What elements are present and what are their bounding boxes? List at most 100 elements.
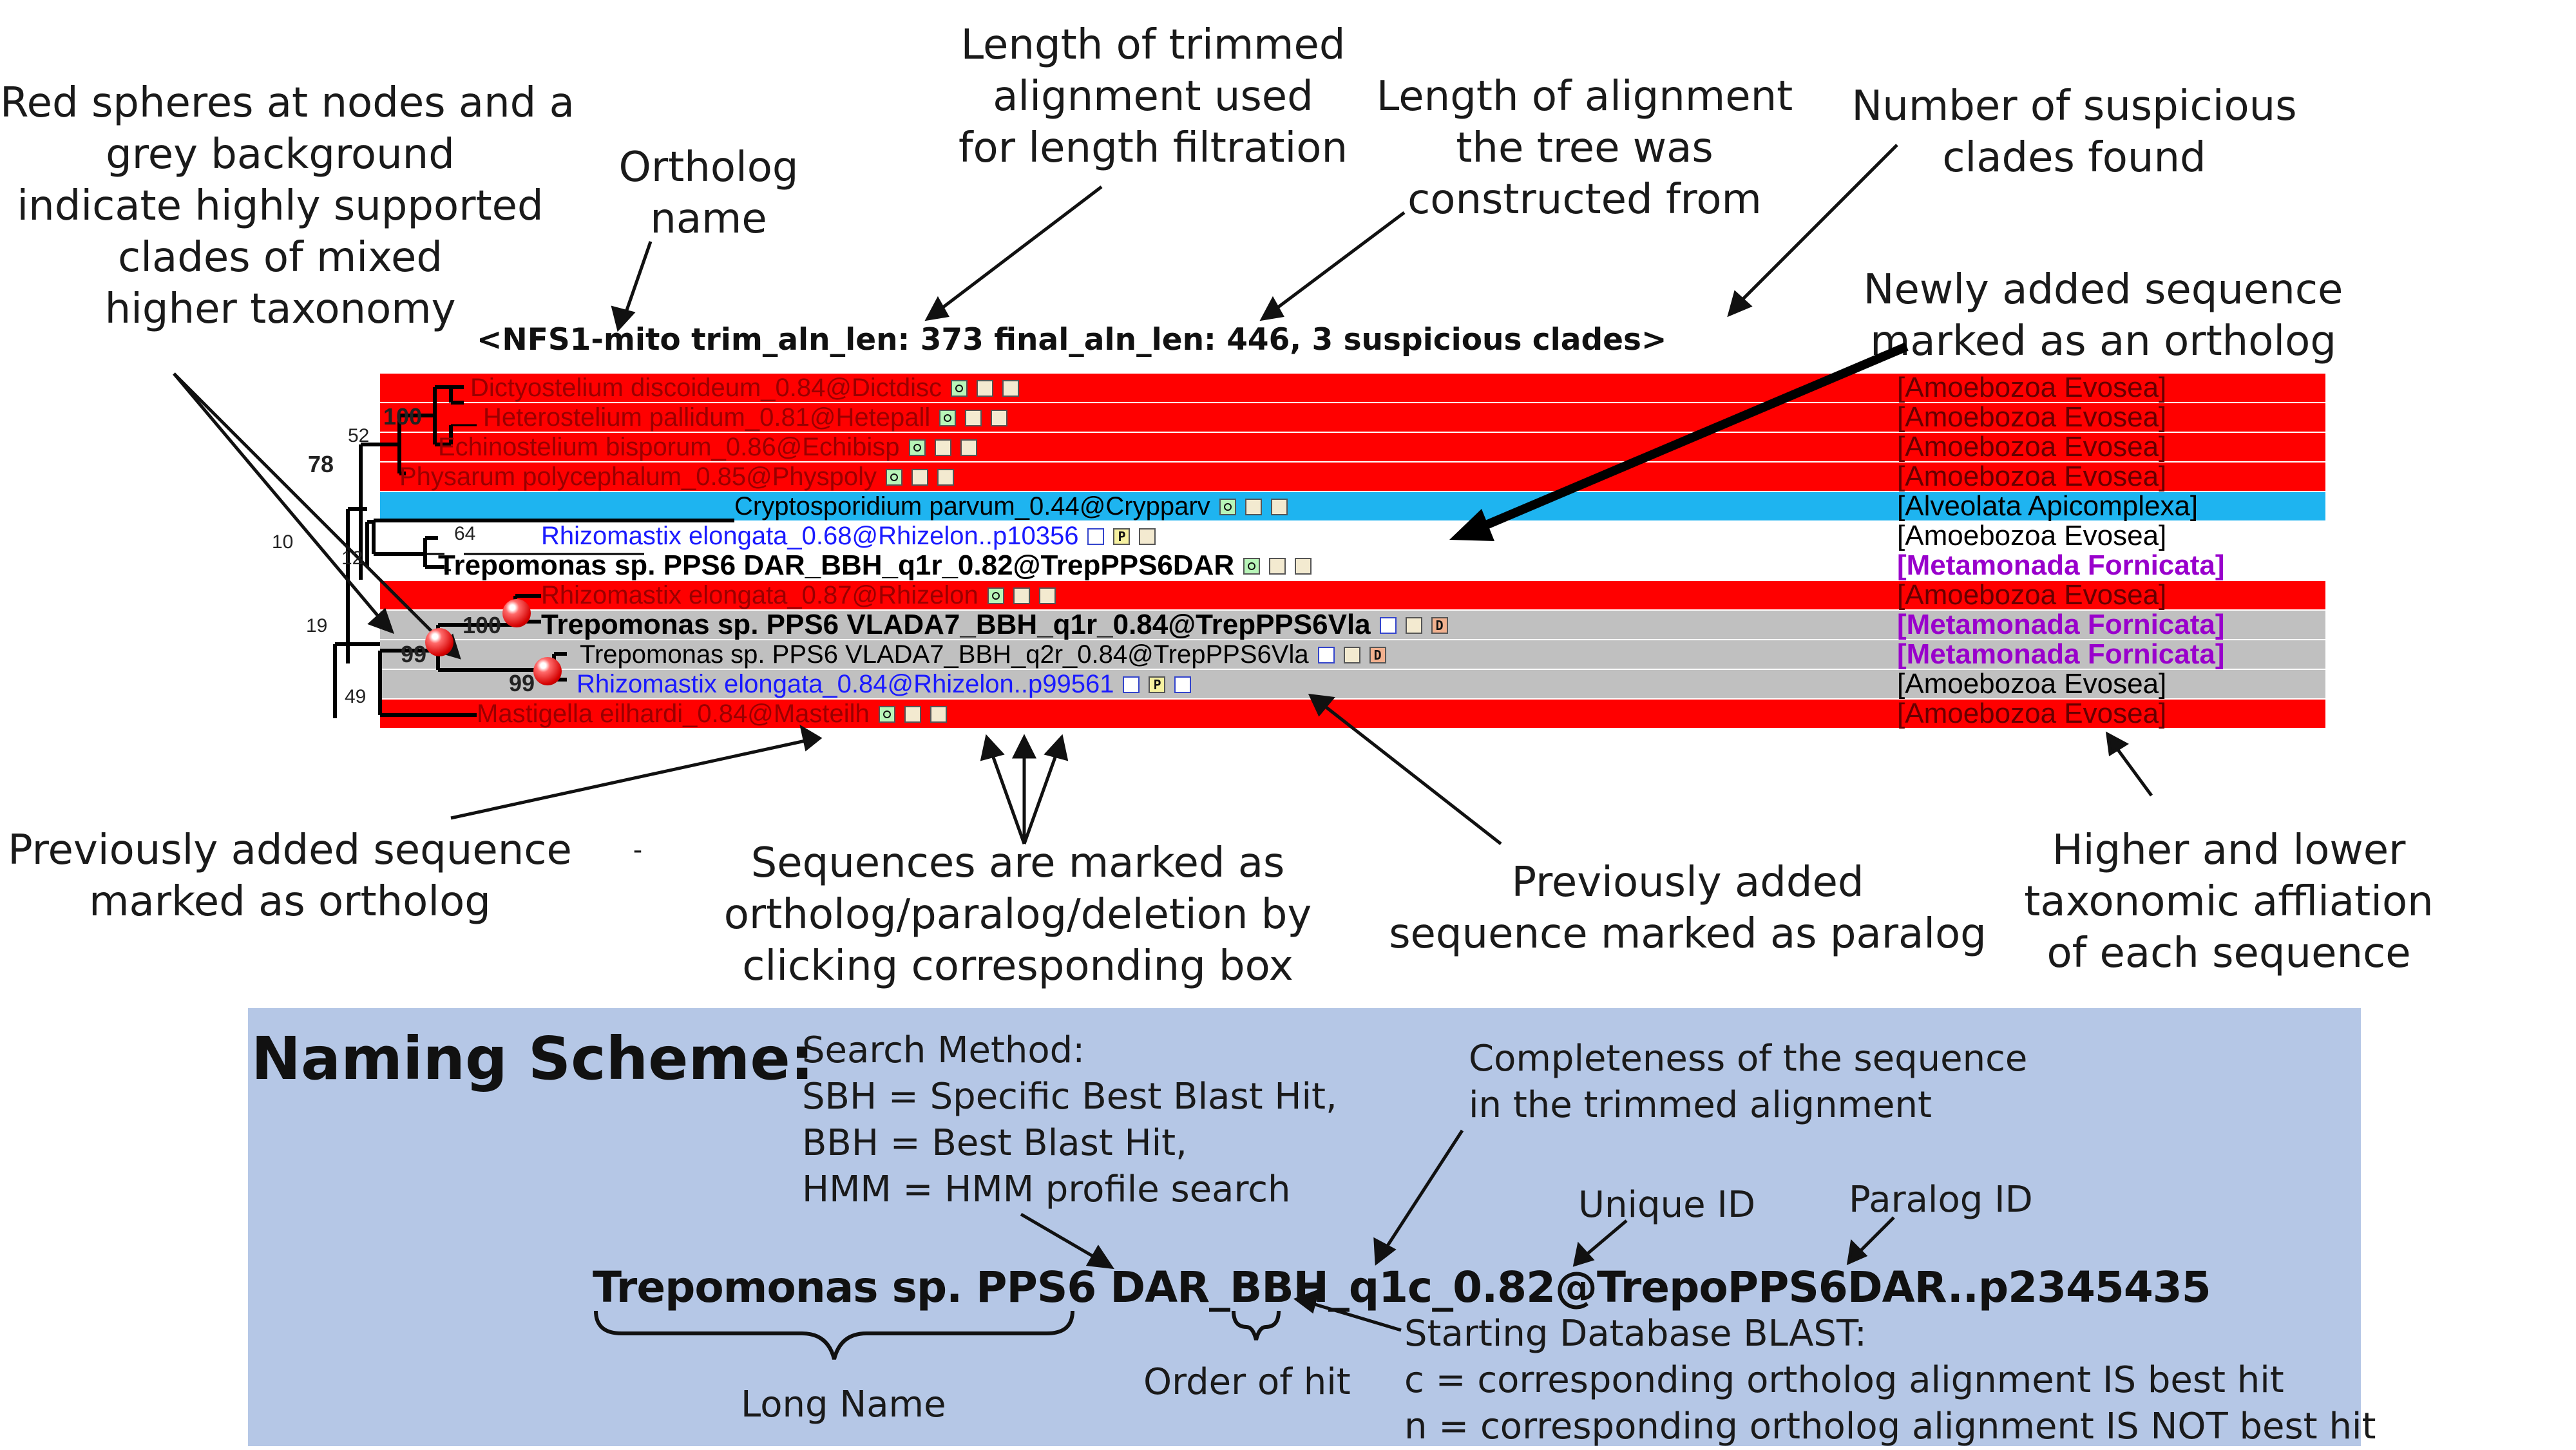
starting-db-line: c = corresponding ortholog alignment IS … (1404, 1359, 2284, 1401)
annotation-line: Ortholog (618, 144, 799, 191)
taxonomy-label: [Amoebozoa Evosea] (1897, 579, 2167, 611)
paralog-box[interactable] (1405, 617, 1422, 634)
annotation-ortholog-name: Ortholog name (580, 142, 837, 245)
taxonomy-label: [Amoebozoa Evosea] (1897, 431, 2167, 463)
sequence-name[interactable]: Mastigella eilhardi_0.84@Masteilh (477, 700, 870, 728)
row-band (380, 551, 2325, 580)
paralog-id-label: Paralog ID (1849, 1179, 2033, 1221)
deletion-box[interactable] (1002, 380, 1019, 397)
taxonomy-label: [Amoebozoa Evosea] (1897, 698, 2167, 729)
deletion-box[interactable] (930, 706, 947, 723)
row-band (380, 670, 2325, 698)
annotation-line: Newly added sequence (1863, 266, 2343, 314)
taxonomy-label: [Amoebozoa Evosea] (1897, 372, 2167, 403)
ortholog-box[interactable] (908, 439, 926, 456)
ortholog-box[interactable] (1379, 617, 1397, 634)
ortholog-box[interactable] (1317, 647, 1335, 663)
ortholog-box[interactable] (951, 380, 968, 397)
ortholog-box[interactable] (1219, 499, 1236, 515)
annotation-red-spheres: Red spheres at nodes and a grey backgrou… (0, 77, 575, 335)
annotation-line: constructed from (1407, 176, 1762, 224)
deletion-box[interactable] (991, 410, 1008, 426)
taxonomy-label: [Amoebozoa Evosea] (1897, 461, 2167, 492)
paralog-box[interactable]: P (1149, 676, 1166, 693)
row-band (380, 611, 2325, 639)
sequence-name[interactable]: Cryptosporidium parvum_0.44@Crypparv (734, 492, 1210, 520)
naming-arrows (594, 1129, 1895, 1360)
ortholog-box[interactable] (1087, 528, 1105, 545)
annotation-line: Length of trimmed (960, 21, 1346, 69)
sequence-name[interactable]: Heterostelium pallidum_0.81@Hetepall (483, 403, 931, 432)
ortholog-box[interactable] (886, 469, 902, 486)
deletion-box[interactable] (960, 439, 977, 456)
starting-db-line: n = corresponding ortholog alignment IS … (1404, 1406, 2376, 1447)
deletion-box[interactable] (1270, 499, 1288, 515)
bootstrap-label: 78 (308, 451, 334, 477)
ortholog-box[interactable] (878, 706, 895, 723)
paralog-box[interactable] (1013, 587, 1030, 604)
deletion-box[interactable] (1174, 676, 1192, 693)
bootstrap-label: 49 (345, 686, 367, 707)
ortholog-box[interactable] (1243, 558, 1261, 575)
paralog-box[interactable] (977, 380, 993, 397)
sequence-name[interactable]: Physarum polycephalum_0.85@Physpoly (399, 463, 877, 491)
taxonomy-label: [Alveolata Apicomplexa] (1897, 490, 2199, 522)
order-of-hit-label: Order of hit (1143, 1361, 1351, 1403)
deletion-box[interactable] (1038, 587, 1056, 604)
row-band (380, 403, 2325, 432)
bootstrap-label: 99 (509, 670, 535, 696)
deletion-box[interactable] (1295, 558, 1312, 575)
sequence-name[interactable]: Rhizomastix elongata_0.87@Rhizelon (541, 581, 978, 609)
annotation-suspicious-clades: Number of suspicious clades found (1849, 81, 2300, 184)
search-method-line: Search Method: (802, 1029, 1085, 1071)
paralog-box[interactable] (904, 706, 921, 723)
deletion-box[interactable] (937, 469, 954, 486)
paralog-box[interactable] (965, 410, 982, 426)
ortholog-box[interactable] (939, 410, 957, 426)
annotation-line: marked as ortholog (89, 878, 491, 926)
deletion-box[interactable]: D (1369, 647, 1386, 663)
annotation-line: alignment used (993, 73, 1313, 120)
row-band (380, 581, 2325, 609)
sequence-name[interactable]: Rhizomastix elongata_0.84@Rhizelon..p995… (577, 670, 1114, 698)
sequence-name[interactable]: Trepomonas sp. PPS6 VLADA7_BBH_q2r_0.84@… (580, 640, 1309, 669)
support-sphere-3 (533, 657, 562, 685)
sequence-name[interactable]: Echinostelium bisporum_0.86@Echibisp (438, 433, 900, 461)
annotation-previous-ortholog: Previously added sequence marked as orth… (0, 825, 580, 928)
deletion-box[interactable]: D (1431, 617, 1448, 634)
paralog-box[interactable] (1269, 558, 1286, 575)
ortholog-box[interactable] (987, 587, 1004, 604)
paralog-box[interactable] (934, 439, 951, 456)
taxonomy-label: [Amoebozoa Evosea] (1897, 401, 2167, 433)
starting-db-line: Starting Database BLAST: (1404, 1313, 1867, 1355)
sequence-name[interactable]: Rhizomastix elongata_0.68@Rhizelon..p103… (541, 522, 1079, 550)
row-band (380, 433, 2325, 461)
annotation-line: Previously added (1511, 859, 1864, 906)
annotation-line: the tree was (1456, 124, 1713, 172)
search-method-line: SBH = Specific Best Blast Hit, (802, 1076, 1337, 1118)
paralog-box[interactable] (911, 469, 928, 486)
tree-title: <NFS1-mito trim_aln_len: 373 final_aln_l… (477, 322, 1667, 358)
bootstrap-label: 99 (401, 641, 427, 667)
annotation-boxes-help: Sequences are marked as ortholog/paralog… (715, 837, 1321, 992)
naming-title: Naming Scheme: (251, 1024, 814, 1093)
example-name: Trepomonas sp. PPS6 DAR_BBH_q1c_0.82@Tre… (593, 1263, 2211, 1312)
sequence-name[interactable]: Dictyostelium discoideum_0.84@Dictdisc (470, 374, 942, 402)
annotation-line: grey background (106, 131, 455, 178)
paralog-box[interactable]: P (1113, 528, 1131, 545)
row-band (380, 374, 2325, 402)
paralog-box[interactable] (1245, 499, 1262, 515)
annotation-line: Number of suspicious (1851, 82, 2297, 130)
search-method-line: HMM = HMM profile search (802, 1169, 1291, 1210)
annotation-line: name (650, 195, 767, 243)
annotation-final-length: Length of alignment the tree was constru… (1359, 71, 1810, 225)
ortholog-box[interactable] (1123, 676, 1140, 693)
annotation-line: Higher and lower (2052, 826, 2406, 874)
row-band (380, 463, 2325, 491)
sequence-name[interactable]: Trepomonas sp. PPS6 VLADA7_BBH_q1r_0.84@… (541, 609, 1371, 640)
support-sphere-2 (502, 599, 531, 627)
deletion-box[interactable] (1139, 528, 1156, 545)
completeness-line: in the trimmed alignment (1469, 1084, 1932, 1126)
sequence-name[interactable]: Trepomonas sp. PPS6 DAR_BBH_q1r_0.82@Tre… (438, 549, 1235, 581)
paralog-box[interactable] (1343, 647, 1360, 663)
